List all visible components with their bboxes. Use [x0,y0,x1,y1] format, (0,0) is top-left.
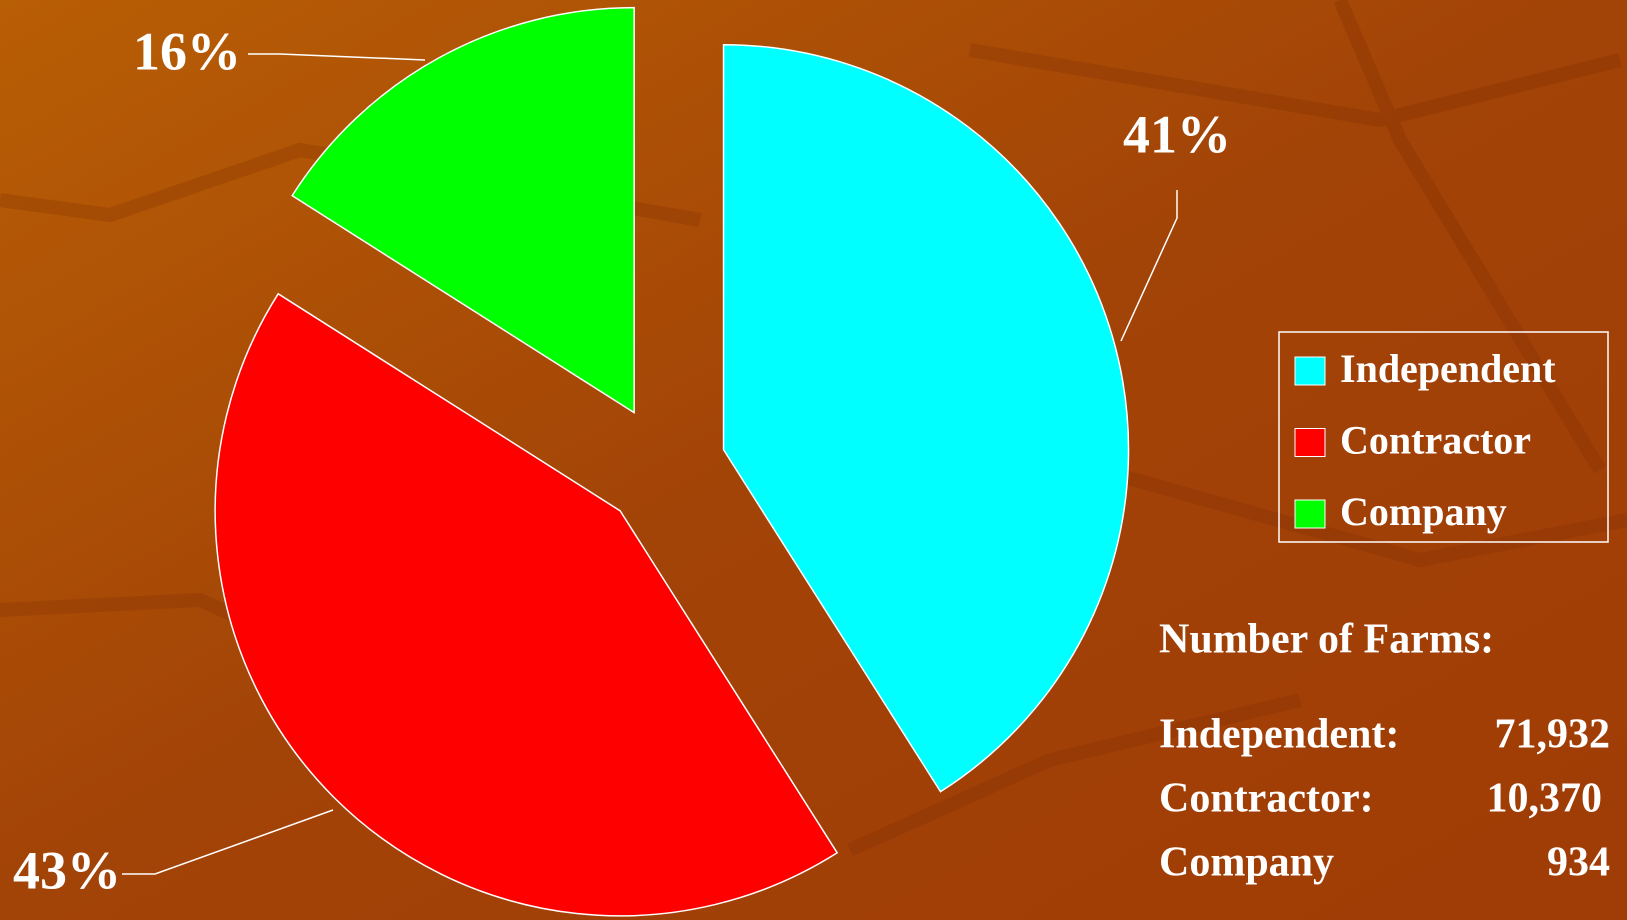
data-label: 43% [13,840,121,900]
farms-title: Number of Farms: [1159,617,1494,663]
legend-label: Contractor [1340,418,1531,463]
leader-line [248,53,426,61]
pie-slice [291,6,635,415]
farm-count: 71,932 [1495,712,1611,758]
farms-list: Independent: 71,932 Contractor: 10,370 Compa… [1159,712,1610,886]
farm-label: Contractor: [1159,776,1374,822]
farm-count: 934 [1547,840,1610,886]
pie-slice [214,292,839,917]
leader-line [1120,190,1178,342]
farm-count: 10,370 [1487,776,1603,822]
farm-label: Company [1159,840,1334,886]
farm-label: Independent: [1159,712,1399,758]
legend-box [1278,331,1609,543]
legend-swatch [1294,499,1326,529]
pie-slice [722,43,1130,793]
data-label: 41% [1123,104,1231,164]
legend-label: Independent [1340,346,1556,391]
data-label: 16% [133,21,241,81]
legend-swatch [1294,428,1326,457]
legend-label: Company [1340,489,1507,534]
background-texture [0,0,1627,857]
pie: 41% 43% 16% [13,6,1231,917]
leader-line [122,809,334,875]
legend-swatch [1294,356,1326,386]
legend: Independent Contractor Company [1294,346,1556,534]
